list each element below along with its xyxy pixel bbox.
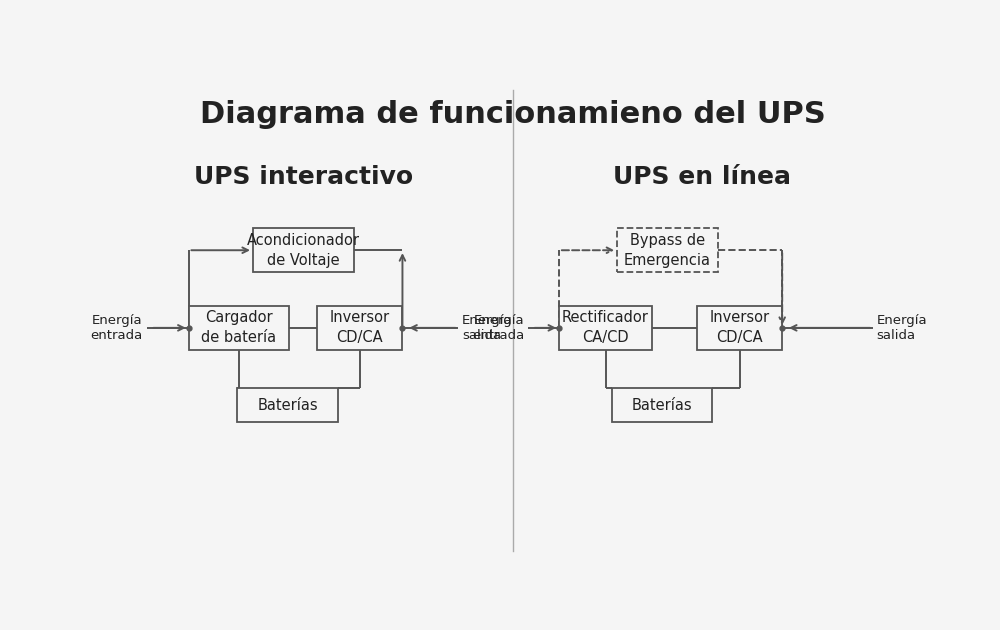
Text: Energía
entrada: Energía entrada: [472, 314, 524, 342]
Text: Energía
salida: Energía salida: [462, 314, 513, 342]
Bar: [697, 306, 782, 350]
Text: UPS en línea: UPS en línea: [613, 166, 791, 190]
Bar: [253, 229, 354, 272]
Text: Bypass de
Emergencia: Bypass de Emergencia: [624, 233, 711, 268]
Text: Diagrama de funcionamieno del UPS: Diagrama de funcionamieno del UPS: [200, 100, 825, 129]
Bar: [559, 306, 652, 350]
Text: Inversor
CD/CA: Inversor CD/CA: [710, 311, 770, 345]
Text: Energía
entrada: Energía entrada: [91, 314, 143, 342]
Bar: [237, 389, 338, 423]
Bar: [612, 389, 712, 423]
Bar: [189, 306, 289, 350]
Text: Baterías: Baterías: [632, 398, 692, 413]
Text: Rectificador
CA/CD: Rectificador CA/CD: [562, 311, 649, 345]
Text: Baterías: Baterías: [257, 398, 318, 413]
Bar: [617, 229, 718, 272]
Text: Acondicionador
de Voltaje: Acondicionador de Voltaje: [247, 233, 360, 268]
Text: UPS interactivo: UPS interactivo: [194, 166, 413, 190]
Bar: [317, 306, 402, 350]
Text: Cargador
de batería: Cargador de batería: [201, 311, 276, 345]
Text: Energía
salida: Energía salida: [877, 314, 927, 342]
Text: Inversor
CD/CA: Inversor CD/CA: [330, 311, 390, 345]
